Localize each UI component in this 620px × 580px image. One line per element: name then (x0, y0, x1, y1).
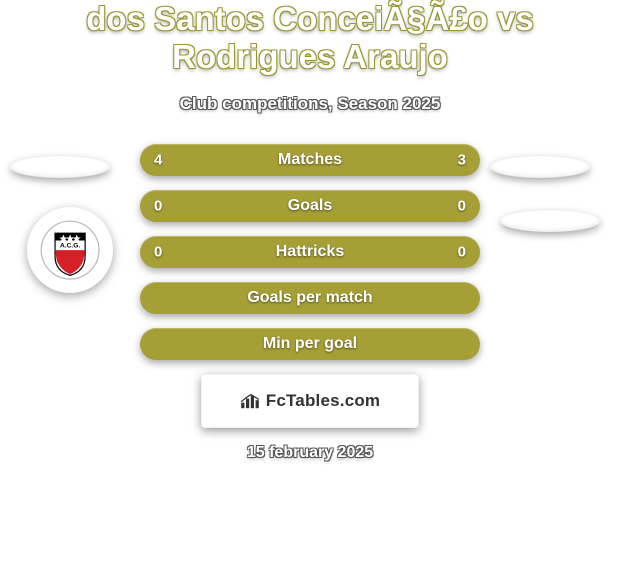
stat-bars: 4 Matches 3 0 Goals 0 0 Hattricks 0 Goals per mat… (140, 144, 480, 360)
barchart-icon (240, 393, 260, 409)
stat-value-right: 0 (458, 243, 466, 260)
page-subtitle: Club competitions, Season 2025 (0, 94, 620, 114)
stat-bar: 4 Matches 3 (140, 144, 480, 176)
stat-value-left: 4 (154, 151, 162, 168)
footer-date: 15 february 2025 (0, 444, 620, 462)
right-placeholder-ellipse-2 (500, 210, 600, 232)
comparison-stage: A.C.G. 4 Matches 3 0 Goals 0 0 Hattricks 0 Goals … (0, 144, 620, 462)
stat-label: Hattricks (276, 243, 344, 261)
stat-value-right: 3 (458, 151, 466, 168)
stat-value-left: 0 (154, 197, 162, 214)
svg-text:A.C.G.: A.C.G. (60, 242, 80, 249)
page-title: dos Santos ConceiÃ§Ã£o vs Rodrigues Arau… (0, 0, 620, 76)
brand-text: FcTables.com (266, 391, 381, 411)
left-placeholder-ellipse (10, 156, 110, 178)
stat-label: Min per goal (263, 335, 357, 353)
stat-bar: Min per goal (140, 328, 480, 360)
crest-icon: A.C.G. (40, 220, 100, 280)
stat-bar: 0 Hattricks 0 (140, 236, 480, 268)
brand-box[interactable]: FcTables.com (201, 374, 419, 428)
stat-label: Matches (278, 151, 342, 169)
stat-bar: Goals per match (140, 282, 480, 314)
stat-label: Goals per match (247, 289, 372, 307)
stat-value-right: 0 (458, 197, 466, 214)
stat-value-left: 0 (154, 243, 162, 260)
stat-label: Goals (288, 197, 332, 215)
right-placeholder-ellipse (490, 156, 590, 178)
stat-bar: 0 Goals 0 (140, 190, 480, 222)
left-team-logo: A.C.G. (27, 207, 113, 293)
